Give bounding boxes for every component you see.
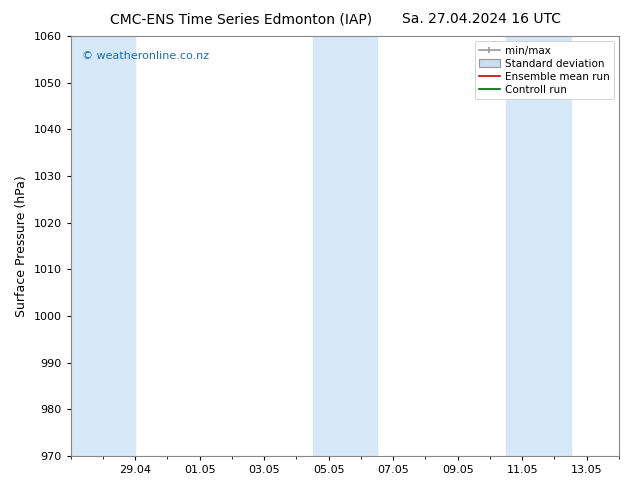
Bar <box>71 36 135 456</box>
Legend: min/max, Standard deviation, Ensemble mean run, Controll run: min/max, Standard deviation, Ensemble me… <box>475 41 614 99</box>
Text: CMC-ENS Time Series Edmonton (IAP): CMC-ENS Time Series Edmonton (IAP) <box>110 12 372 26</box>
Y-axis label: Surface Pressure (hPa): Surface Pressure (hPa) <box>15 175 28 317</box>
Bar <box>313 36 377 456</box>
Bar <box>506 36 571 456</box>
Text: © weatheronline.co.nz: © weatheronline.co.nz <box>82 51 209 61</box>
Text: Sa. 27.04.2024 16 UTC: Sa. 27.04.2024 16 UTC <box>403 12 561 26</box>
